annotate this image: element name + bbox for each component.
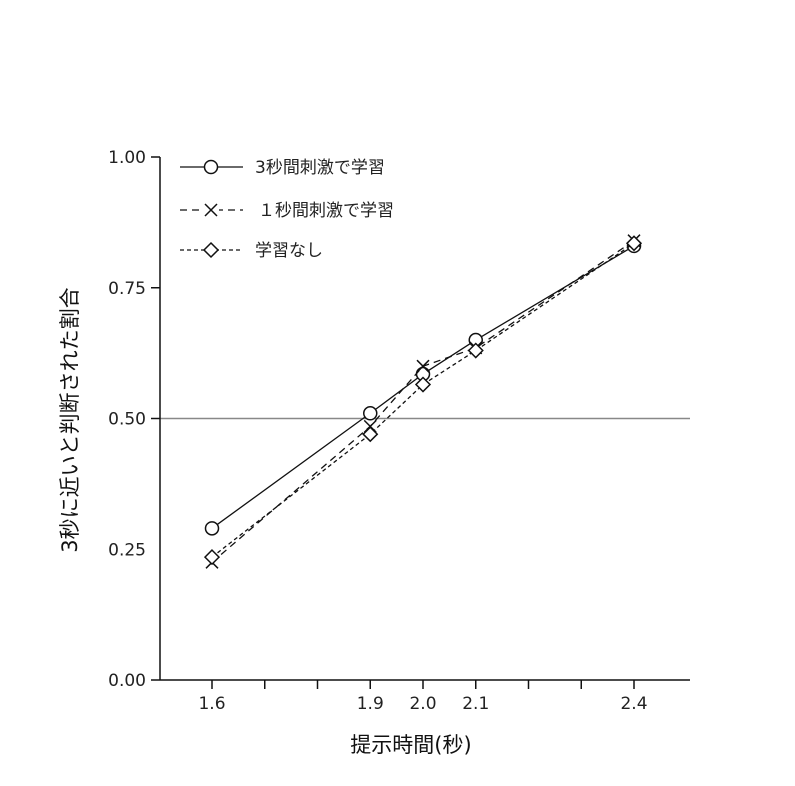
y-tick-label: 0.25 (108, 540, 146, 560)
x-marker (204, 203, 218, 217)
x-tick-label: 2.4 (620, 694, 647, 714)
y-tick-label: 0.50 (108, 410, 146, 430)
series-line (211, 242, 635, 558)
legend-label: 3秒間刺激で学習 (255, 158, 385, 178)
x-tick-label: 2.1 (462, 694, 489, 714)
data-series (203, 234, 643, 569)
legend-item: 学習なし (180, 241, 323, 261)
y-tick-label: 1.00 (108, 148, 146, 168)
x-axis-title: 提示時間(秒) (350, 733, 471, 757)
y-tick-label: 0.75 (108, 279, 146, 299)
diamond-marker (414, 376, 432, 393)
x-tick-label: 2.0 (409, 694, 436, 714)
legend-label: １秒間刺激で学習 (258, 201, 394, 221)
x-tick-label: 1.6 (198, 694, 225, 714)
circle-marker (204, 521, 220, 536)
y-axis-title: 3秒に近いと判断された割合 (58, 287, 82, 552)
diamond-marker (203, 549, 221, 566)
legend-item: 3秒間刺激で学習 (180, 158, 385, 178)
x-axis-ticks: 1.6 1.9 2.0 2.1 2.4 (198, 680, 648, 714)
diamond-marker (625, 235, 643, 252)
series-diamond (203, 235, 643, 566)
series-circle (204, 238, 642, 536)
x-marker (416, 359, 430, 373)
legend-label: 学習なし (255, 241, 323, 261)
legend-item: １秒間刺激で学習 (180, 201, 394, 221)
diamond-marker (202, 241, 220, 259)
y-axis-ticks: 1.00 0.75 0.50 0.25 0.00 (108, 148, 160, 691)
diamond-marker (467, 342, 484, 359)
series-line (211, 240, 635, 563)
x-tick-label: 1.9 (357, 694, 384, 714)
diamond-marker (362, 426, 379, 443)
circle-marker (203, 159, 219, 175)
series-x (205, 234, 641, 569)
circle-marker (363, 406, 378, 421)
y-tick-label: 0.00 (108, 671, 146, 691)
